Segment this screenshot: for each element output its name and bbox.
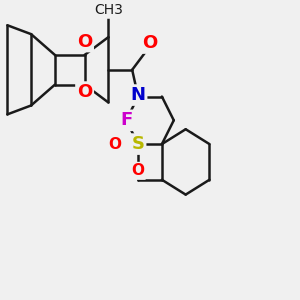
Text: O: O [108, 136, 121, 152]
Text: N: N [130, 86, 146, 104]
Text: S: S [132, 135, 145, 153]
Text: F: F [120, 111, 132, 129]
Text: O: O [142, 34, 158, 52]
Text: O: O [132, 163, 145, 178]
Text: O: O [77, 33, 92, 51]
Text: O: O [77, 83, 92, 101]
Text: CH3: CH3 [94, 3, 123, 17]
